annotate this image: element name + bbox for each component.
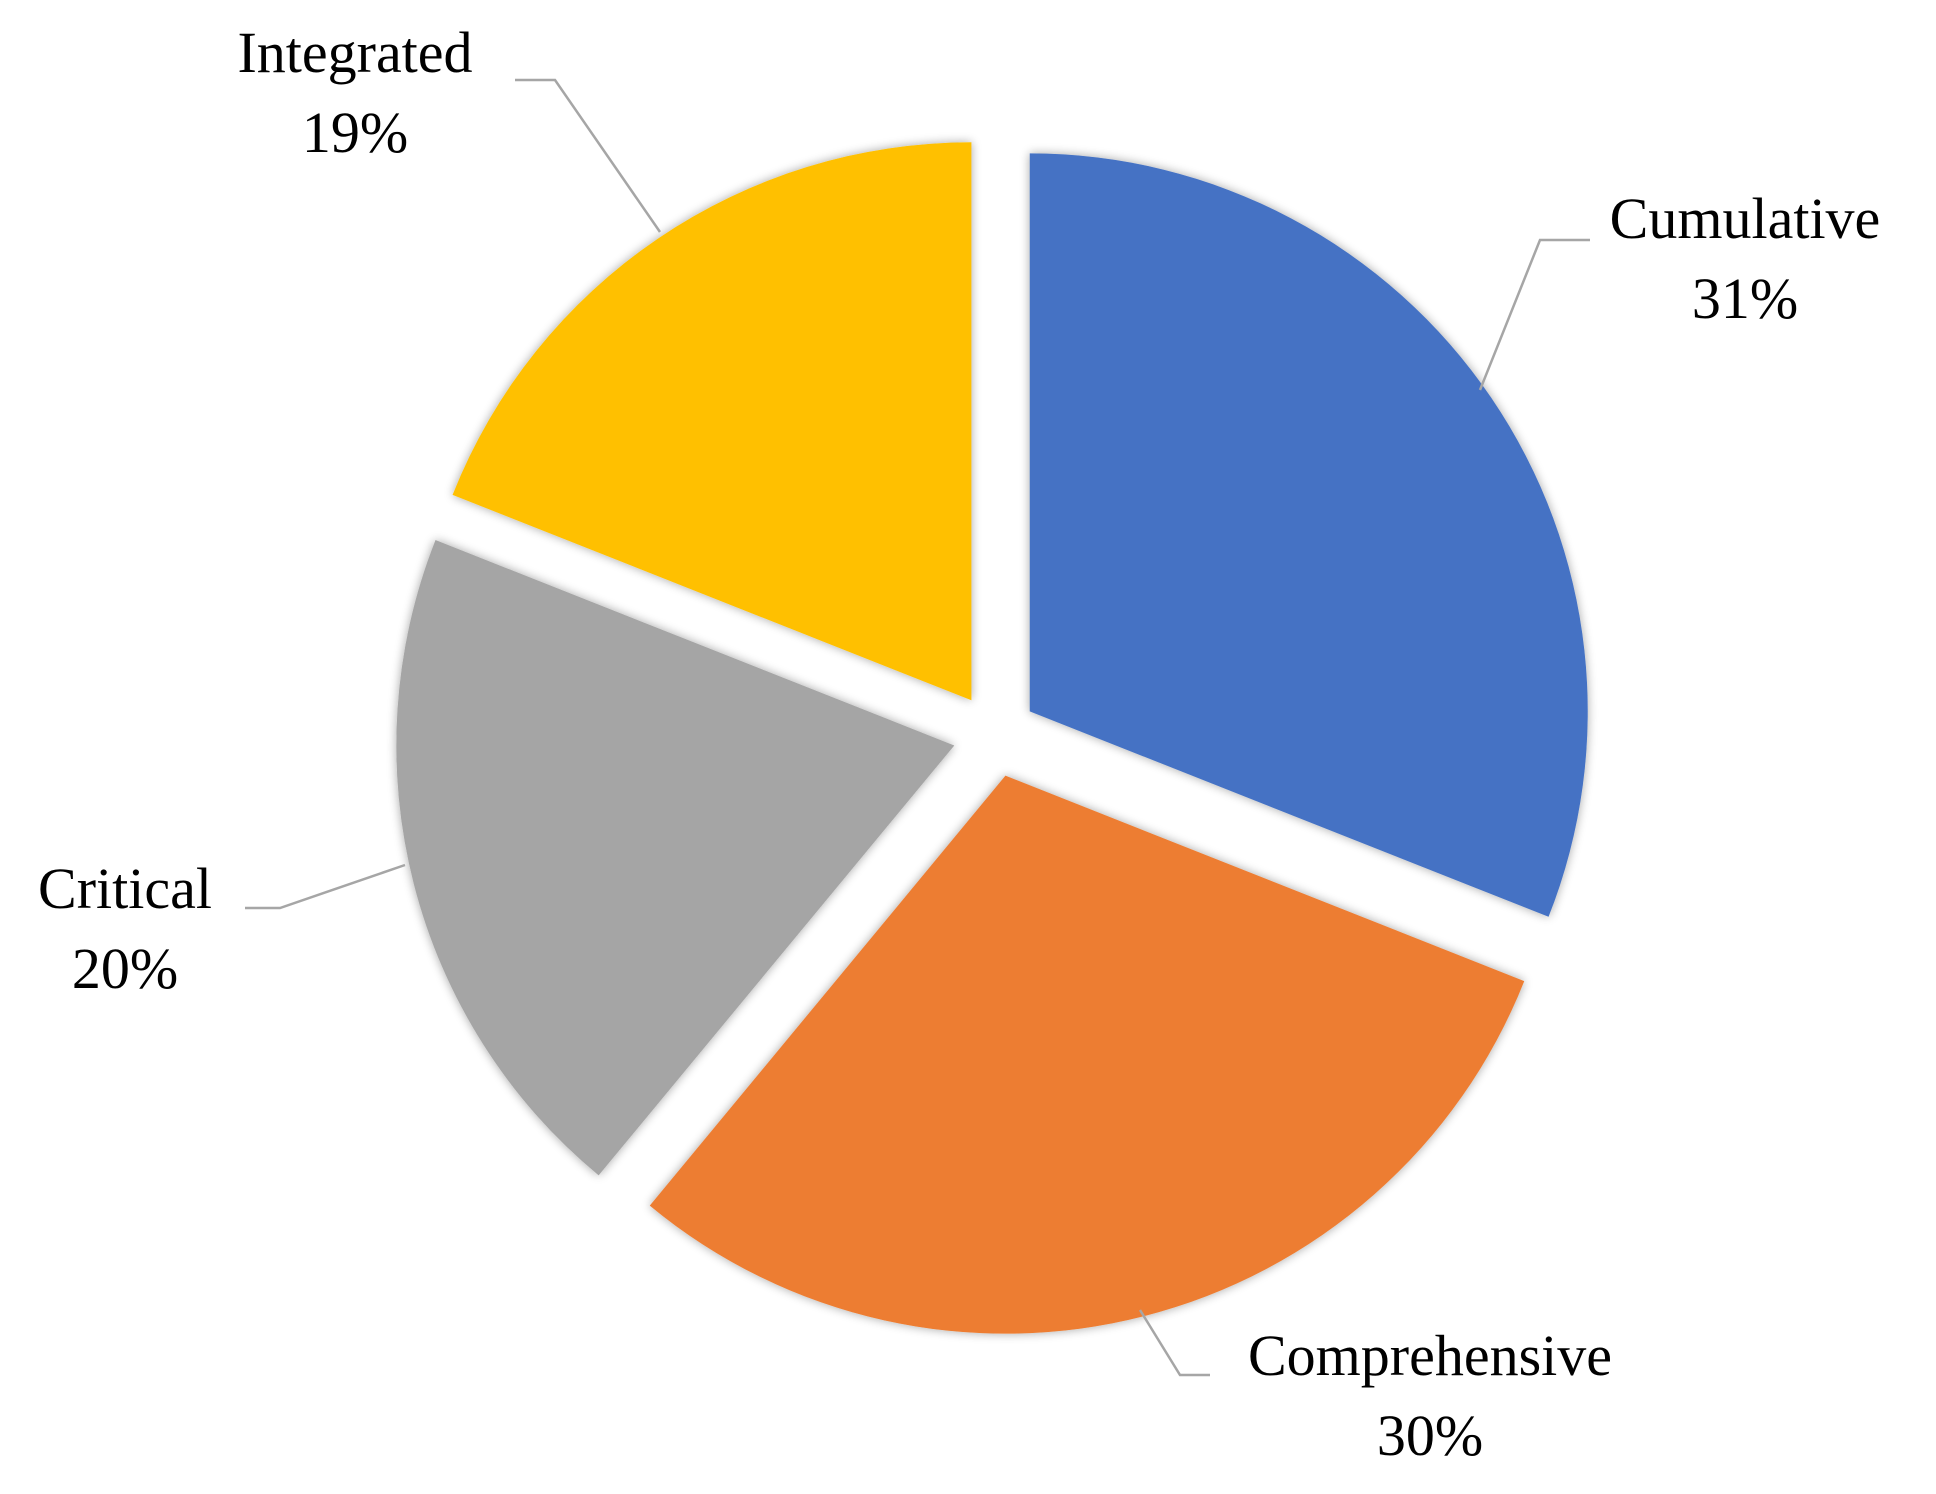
leader-line-critical bbox=[245, 863, 406, 910]
leader-lines bbox=[245, 78, 1590, 1377]
leader-line-cumulative bbox=[1478, 238, 1590, 391]
pie-slice-cumulative bbox=[1029, 153, 1588, 917]
leader-line-integrated bbox=[515, 78, 662, 233]
category-label-cumulative: Cumulative bbox=[1610, 186, 1881, 251]
value-label-comprehensive: 30% bbox=[1377, 1403, 1483, 1468]
pie-slice-critical bbox=[396, 540, 955, 1176]
pie-slice-comprehensive bbox=[649, 775, 1525, 1334]
leader-line-comprehensive bbox=[1138, 1309, 1210, 1377]
category-label-comprehensive: Comprehensive bbox=[1248, 1323, 1612, 1388]
category-label-critical: Critical bbox=[38, 856, 212, 921]
category-label-integrated: Integrated bbox=[237, 20, 472, 85]
pie-slices bbox=[396, 142, 1588, 1334]
value-label-critical: 20% bbox=[72, 936, 178, 1001]
value-label-cumulative: 31% bbox=[1692, 266, 1798, 331]
data-labels: Cumulative 31% Comprehensive 30% Critical 20%… bbox=[38, 20, 1880, 1468]
value-label-integrated: 19% bbox=[302, 100, 408, 165]
pie-slice-integrated bbox=[452, 142, 972, 701]
